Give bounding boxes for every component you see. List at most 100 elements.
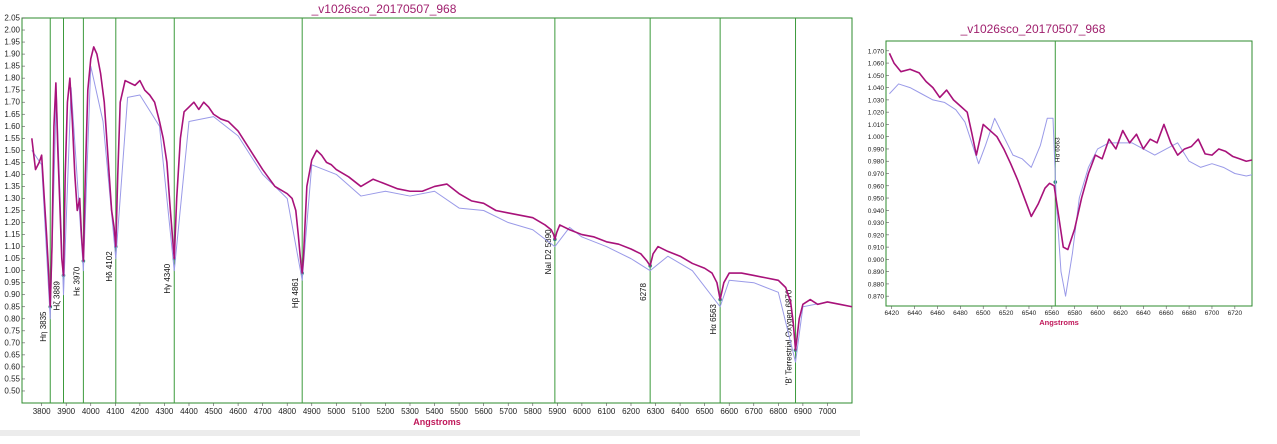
y-tick-label: 1.65 (4, 110, 20, 119)
x-tick-label: 4100 (106, 407, 124, 416)
y-tick-label: 1.20 (4, 218, 20, 227)
spectrum-series (31, 46, 853, 363)
x-tick-label: 4000 (82, 407, 100, 416)
marker-label: Hα 6563 (709, 304, 718, 335)
x-tick-label: 6600 (720, 407, 738, 416)
y-tick-label: 1.070 (868, 48, 884, 55)
x-tick-label: 5600 (475, 407, 493, 416)
marker-label: Hζ 3889 (53, 281, 62, 311)
y-tick-label: 0.970 (868, 171, 884, 178)
y-tick-label: 1.00 (4, 266, 20, 275)
x-tick-label: 4200 (131, 407, 149, 416)
x-tick-label: 4500 (205, 407, 223, 416)
marker-label: Hγ 4340 (163, 263, 172, 293)
y-tick-label: 1.040 (868, 85, 884, 92)
y-tick-label: 1.40 (4, 170, 20, 179)
x-tick-label: 6480 (953, 310, 968, 317)
y-tick-label: 0.920 (868, 232, 884, 239)
y-tick-label: 1.75 (4, 86, 20, 95)
y-tick-label: 1.060 (868, 61, 884, 68)
y-tick-label: 0.60 (4, 362, 20, 371)
zoom-spectrum-series (888, 52, 1253, 297)
x-tick-label: 6420 (884, 310, 899, 317)
y-tick-label: 1.030 (868, 97, 884, 104)
x-tick-label: 6720 (1228, 310, 1243, 317)
x-tick-label: 5400 (426, 407, 444, 416)
series-line (888, 52, 1253, 251)
x-tick-label: 6500 (976, 310, 991, 317)
marker-label: Hδ 4102 (105, 251, 114, 282)
y-tick-label: 1.10 (4, 242, 20, 251)
y-tick-label: 1.15 (4, 230, 20, 239)
y-tick-label: 0.70 (4, 338, 20, 347)
y-tick-label: 0.65 (4, 350, 20, 359)
y-axis: 0.50 0.55 0.60 0.65 0.70 0.75 0.80 0.85 0.90 0.95… (4, 14, 25, 395)
x-tick-label: 5300 (401, 407, 419, 416)
y-tick-label: 0.75 (4, 326, 20, 335)
y-tick-label: 1.70 (4, 98, 20, 107)
y-tick-label: 1.60 (4, 122, 20, 131)
zoom-x-axis-label: Angstroms (1039, 318, 1079, 327)
y-tick-label: 0.50 (4, 386, 20, 395)
y-tick-label: 1.90 (4, 50, 20, 59)
y-tick-label: 0.870 (868, 294, 884, 301)
x-tick-label: 3900 (57, 407, 75, 416)
x-tick-label: 6520 (999, 310, 1014, 317)
y-tick-label: 1.80 (4, 74, 20, 83)
y-tick-label: 1.55 (4, 134, 20, 143)
y-tick-label: 1.000 (868, 134, 884, 141)
x-tick-label: 4800 (278, 407, 296, 416)
marker-label: Hα 6563 (1054, 137, 1061, 162)
x-tick-label: 6900 (794, 407, 812, 416)
x-tick-label: 6600 (1090, 310, 1105, 317)
x-tick-label: 4900 (303, 407, 321, 416)
y-tick-label: 2.05 (4, 14, 20, 23)
x-tick-label: 6660 (1159, 310, 1174, 317)
y-tick-label: 0.890 (868, 269, 884, 276)
x-axis: 3800 3900 4000 4100 4200 4300 4400 4500 4600 4700… (33, 403, 837, 416)
x-tick-label: 5700 (499, 407, 517, 416)
plot-frame (21, 17, 853, 404)
x-tick-label: 6540 (1022, 310, 1037, 317)
x-tick-label: 4300 (156, 407, 174, 416)
y-tick-label: 1.95 (4, 38, 20, 47)
marker-label: Hβ 4861 (291, 277, 300, 308)
y-tick-label: 1.85 (4, 62, 20, 71)
zoom-chart-title: _v1026sco_20170507_968 (960, 22, 1106, 36)
y-tick-label: 0.90 (4, 290, 20, 299)
y-tick-label: 0.85 (4, 302, 20, 311)
x-tick-label: 6200 (622, 407, 640, 416)
x-tick-label: 6560 (1045, 310, 1060, 317)
x-tick-label: 5900 (548, 407, 566, 416)
marker-label: Hε 3970 (72, 266, 81, 296)
x-tick-label: 6400 (671, 407, 689, 416)
zoom-plot-frame (885, 40, 1253, 307)
y-tick-label: 0.950 (868, 196, 884, 203)
y-tick-label: 0.990 (868, 146, 884, 153)
y-tick-label: 0.910 (868, 245, 884, 252)
chart-title: _v1026sco_20170507_968 (311, 2, 457, 16)
x-tick-label: 6100 (598, 407, 616, 416)
y-tick-label: 0.960 (868, 183, 884, 190)
zoom-line-markers: Hα 6563 (1053, 41, 1061, 306)
y-tick-label: 2.00 (4, 26, 20, 35)
y-tick-label: 1.45 (4, 158, 20, 167)
x-tick-label: 6300 (647, 407, 665, 416)
zoom-spectrum-chart: _v1026sco_20170507_968 0.870 0.880 0.890 0.… (868, 22, 1253, 327)
x-tick-label: 5000 (327, 407, 345, 416)
y-tick-label: 0.900 (868, 257, 884, 264)
x-tick-label: 4400 (180, 407, 198, 416)
x-tick-label: 6580 (1067, 310, 1082, 317)
y-tick-label: 1.30 (4, 194, 20, 203)
y-tick-label: 0.980 (868, 159, 884, 166)
y-tick-label: 0.80 (4, 314, 20, 323)
series-line (889, 83, 1253, 297)
y-tick-label: 1.020 (868, 110, 884, 117)
x-tick-label: 6640 (1136, 310, 1151, 317)
marker-label: 6278 (639, 282, 648, 300)
scrollbar-strip[interactable] (0, 430, 860, 436)
y-tick-label: 0.880 (868, 281, 884, 288)
y-tick-label: 0.930 (868, 220, 884, 227)
x-tick-label: 6460 (930, 310, 945, 317)
y-tick-label: 1.25 (4, 206, 20, 215)
